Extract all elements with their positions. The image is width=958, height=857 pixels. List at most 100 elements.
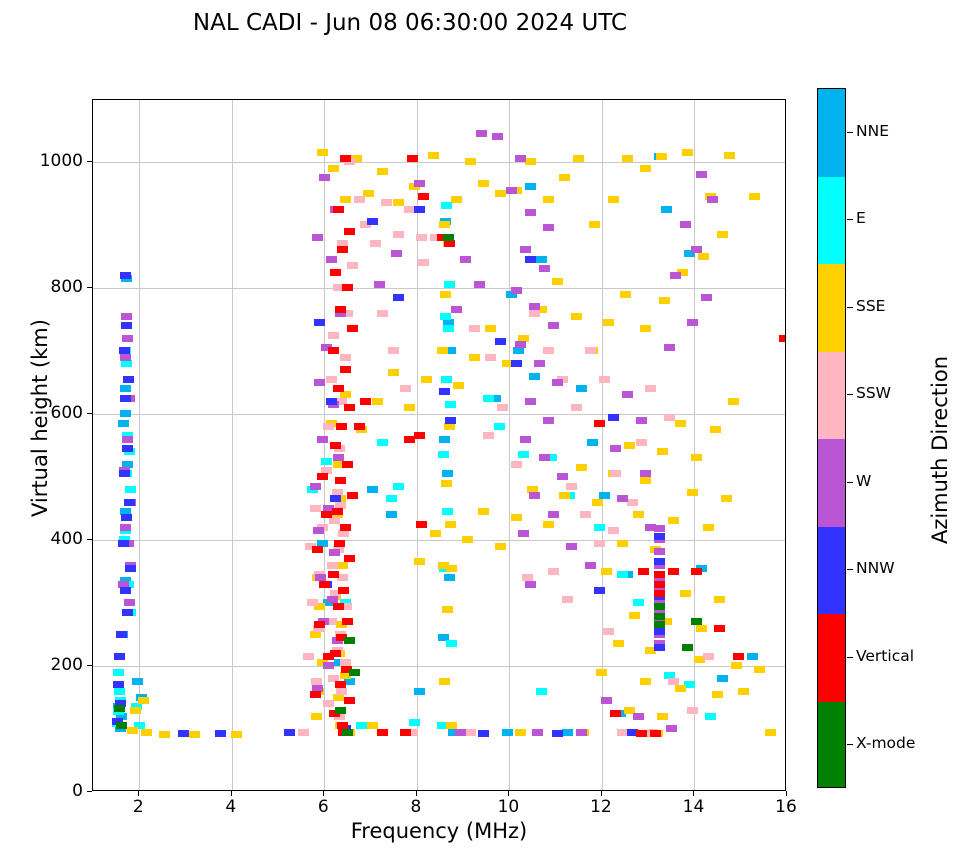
scatter-point xyxy=(445,640,457,648)
scatter-point xyxy=(313,526,325,534)
scatter-point xyxy=(547,322,559,330)
scatter-point xyxy=(121,445,133,453)
scatter-point xyxy=(621,155,633,163)
scatter-point xyxy=(336,621,348,629)
scatter-point xyxy=(603,318,615,326)
scatter-point xyxy=(610,709,622,717)
scatter-point xyxy=(116,630,128,638)
colorbar-tick xyxy=(847,306,853,308)
scatter-point xyxy=(677,268,689,276)
scatter-point xyxy=(700,293,712,301)
scatter-point xyxy=(338,530,350,538)
scatter-point xyxy=(654,580,666,588)
colorbar-segment-x-mode[interactable] xyxy=(818,701,845,787)
scatter-point xyxy=(418,192,430,200)
scatter-point xyxy=(390,249,402,257)
scatter-point xyxy=(686,318,698,326)
scatter-point xyxy=(608,413,619,421)
y-tick-label: 400 xyxy=(50,528,83,549)
scatter-point xyxy=(596,668,608,676)
colorbar-segment-nne[interactable] xyxy=(818,89,845,177)
scatter-point xyxy=(524,580,536,588)
scatter-point xyxy=(119,347,131,355)
scatter-point xyxy=(138,697,150,705)
scatter-point xyxy=(123,498,135,506)
colorbar-segment-vertical[interactable] xyxy=(818,614,845,702)
scatter-point xyxy=(130,706,142,714)
scatter-point xyxy=(355,722,367,730)
scatter-point xyxy=(124,485,136,493)
scatter-point xyxy=(341,460,353,468)
colorbar-segment-w[interactable] xyxy=(818,439,845,527)
scatter-point xyxy=(591,498,603,506)
scatter-point xyxy=(339,196,351,204)
scatter-point xyxy=(126,726,138,734)
scatter-point xyxy=(353,196,365,204)
scatter-point xyxy=(344,697,356,705)
y-tick-label: 200 xyxy=(50,654,83,675)
scatter-point xyxy=(444,416,456,424)
scatter-point xyxy=(654,621,666,629)
scatter-point xyxy=(413,432,425,440)
scatter-point xyxy=(374,281,386,289)
scatter-point xyxy=(418,259,430,267)
y-tick-label: 800 xyxy=(50,276,83,297)
scatter-point xyxy=(311,233,323,241)
scatter-point xyxy=(328,331,340,339)
scatter-point xyxy=(524,183,536,191)
scatter-point xyxy=(441,605,453,613)
scatter-point xyxy=(339,671,351,679)
scatter-point xyxy=(332,284,344,292)
colorbar-segment-sse[interactable] xyxy=(818,264,845,352)
scatter-point xyxy=(712,690,724,698)
scatter-point xyxy=(645,523,656,531)
scatter-point xyxy=(372,397,384,405)
scatter-point xyxy=(654,627,666,635)
scatter-point xyxy=(626,498,638,506)
scatter-point xyxy=(566,482,578,490)
scatter-point xyxy=(120,312,132,320)
scatter-point xyxy=(684,249,696,257)
scatter-point xyxy=(385,511,397,519)
colorbar-tick xyxy=(847,569,853,571)
scatter-point xyxy=(531,728,543,736)
scatter-point xyxy=(328,675,340,683)
scatter-point xyxy=(654,571,666,579)
scatter-point xyxy=(654,525,666,533)
plot-area[interactable] xyxy=(92,99,786,791)
scatter-point xyxy=(427,151,439,159)
scatter-point xyxy=(510,460,522,468)
scatter-point xyxy=(392,293,404,301)
scatter-point xyxy=(413,205,425,213)
scatter-point xyxy=(112,717,124,725)
scatter-point xyxy=(612,640,624,648)
scatter-point xyxy=(478,508,490,516)
scatter-point xyxy=(765,728,777,736)
scatter-point xyxy=(552,729,564,737)
scatter-point xyxy=(543,347,555,355)
scatter-point xyxy=(328,347,340,355)
scatter-point xyxy=(679,589,691,597)
scatter-point xyxy=(318,174,330,182)
scatter-point xyxy=(333,539,345,547)
colorbar-label-nnw: NNW xyxy=(856,559,895,578)
scatter-point xyxy=(415,233,427,241)
scatter-point xyxy=(665,725,677,733)
colorbar-segment-ssw[interactable] xyxy=(818,351,845,439)
scatter-point xyxy=(339,155,351,163)
scatter-point xyxy=(336,397,348,405)
azimuth-colorbar[interactable] xyxy=(817,88,846,788)
scatter-point xyxy=(529,492,541,500)
scatter-point xyxy=(177,729,189,737)
scatter-point xyxy=(570,312,582,320)
scatter-point xyxy=(663,671,675,679)
colorbar-segment-e[interactable] xyxy=(818,176,845,264)
scatter-point xyxy=(559,174,571,182)
scatter-point xyxy=(322,662,334,670)
scatter-point xyxy=(436,722,448,730)
scatter-point xyxy=(702,652,714,660)
scatter-point xyxy=(119,353,131,361)
scatter-point xyxy=(682,148,694,156)
colorbar-segment-nnw[interactable] xyxy=(818,526,845,614)
scatter-point xyxy=(635,438,647,446)
